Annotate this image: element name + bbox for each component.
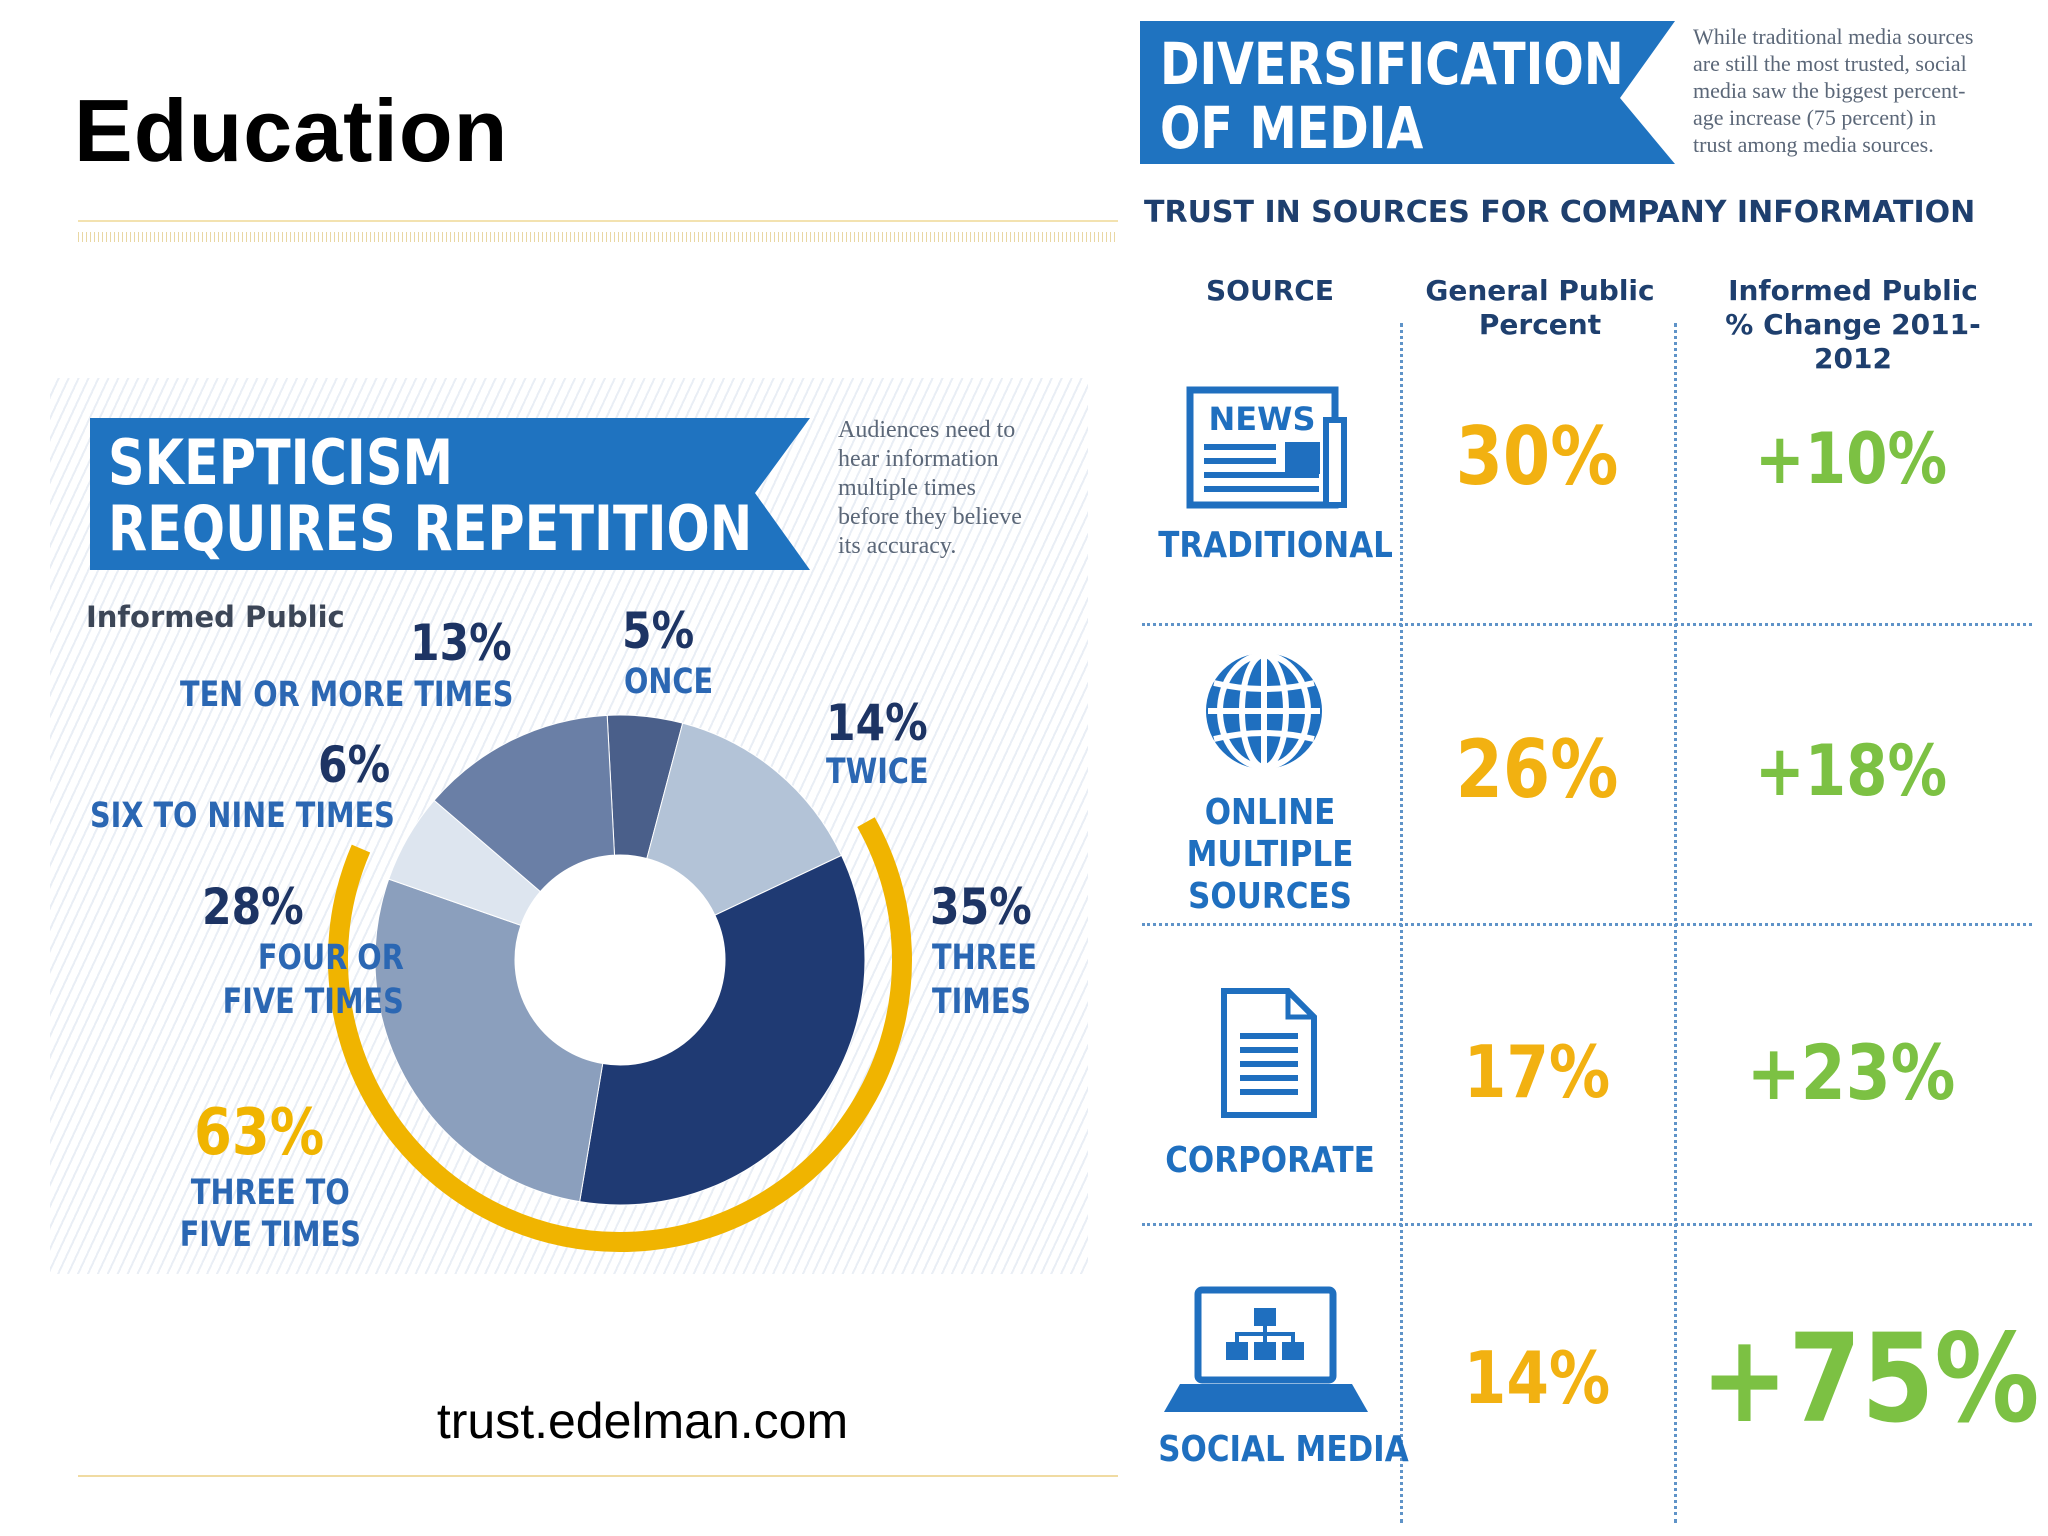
label-line: FIVE TIMES bbox=[179, 1215, 361, 1255]
pct-three-times: 35% bbox=[930, 878, 1032, 936]
pct-three-to-five: 63% bbox=[194, 1096, 325, 1170]
laptop-network-icon bbox=[1164, 1286, 1368, 1412]
source-label: ONLINE MULTIPLE SOURCES bbox=[1158, 792, 1382, 918]
table-row: ONLINE MULTIPLE SOURCES bbox=[1140, 643, 1400, 918]
general-public-value: 30% bbox=[1455, 410, 1619, 503]
note-line: multiple times bbox=[838, 475, 976, 501]
pct-twice: 14% bbox=[826, 694, 928, 752]
newspaper-icon-text: NEWS bbox=[1209, 400, 1316, 438]
label-line: ONLINE bbox=[1204, 792, 1336, 833]
label-line: TIMES bbox=[932, 982, 1032, 1022]
general-public-value: 17% bbox=[1463, 1030, 1611, 1114]
general-public-value: 26% bbox=[1455, 723, 1619, 816]
row-divider bbox=[1142, 923, 2032, 926]
repetition-donut-chart bbox=[328, 714, 912, 1252]
informed-public-change: +75% bbox=[1700, 1308, 2040, 1450]
label-line: MULTIPLE bbox=[1186, 834, 1354, 875]
table-subtitle: TRUST IN SOURCES FOR COMPANY INFORMATION bbox=[1144, 195, 1976, 230]
source-link[interactable]: trust.edelman.com bbox=[436, 1393, 849, 1449]
pct-six-to-nine: 6% bbox=[318, 736, 391, 794]
column-header-source: SOURCE bbox=[1206, 274, 1334, 307]
highlight-arc-three-to-five bbox=[328, 817, 912, 1252]
label-three-to-five: THREE TO FIVE TIMES bbox=[176, 1172, 365, 1256]
skepticism-infographic: SKEPTICISM REQUIRES REPETITION Audiences… bbox=[50, 378, 1088, 1274]
header-line: Informed Public bbox=[1728, 274, 1978, 307]
diversification-banner-shape bbox=[1140, 21, 1675, 164]
document-icon bbox=[1221, 988, 1317, 1118]
note-line: hear information bbox=[838, 446, 999, 472]
newspaper-icon: NEWS bbox=[1186, 386, 1347, 509]
table-row: CORPORATE bbox=[1140, 983, 1400, 1182]
label-line: FOUR OR bbox=[257, 938, 404, 978]
informed-public-change: +18% bbox=[1754, 730, 1948, 812]
pct-four-or-five: 28% bbox=[202, 878, 304, 936]
label-ten-or-more: TEN OR MORE TIMES bbox=[180, 675, 514, 715]
note-line: its accuracy. bbox=[838, 533, 957, 559]
skepticism-banner bbox=[90, 418, 810, 570]
note-line: While traditional media sources bbox=[1693, 24, 1974, 49]
globe-icon bbox=[1206, 652, 1322, 770]
banner-line-1: DIVERSIFICATION bbox=[1160, 30, 1624, 98]
donut-center bbox=[515, 855, 725, 1065]
diversification-infographic: DIVERSIFICATION OF MEDIA While tradition… bbox=[1140, 18, 2040, 1528]
label-twice: TWICE bbox=[826, 752, 929, 792]
banner-line-1: SKEPTICISM bbox=[108, 426, 454, 499]
diversification-note: While traditional media sources are stil… bbox=[1693, 23, 1973, 158]
label-three-times: THREE TIMES bbox=[932, 936, 1037, 1024]
pct-ten-or-more: 13% bbox=[410, 614, 512, 672]
header-line: General Public bbox=[1425, 274, 1655, 307]
note-line: age increase (75 percent) in bbox=[1693, 105, 1937, 130]
note-line: Audiences need to bbox=[838, 417, 1016, 443]
header-line: Percent bbox=[1478, 308, 1602, 341]
page-title: Education bbox=[74, 81, 509, 180]
source-label: SOCIAL MEDIA bbox=[1158, 1429, 1409, 1470]
bottom-divider bbox=[78, 1475, 1118, 1477]
banner-line-2: OF MEDIA bbox=[1160, 94, 1424, 162]
label-four-or-five: FOUR OR FIVE TIMES bbox=[166, 936, 404, 1024]
skepticism-graphic bbox=[90, 418, 912, 1252]
audience-label: Informed Public bbox=[86, 600, 345, 634]
skepticism-banner-title: SKEPTICISM REQUIRES REPETITION bbox=[108, 430, 752, 562]
header-line: % Change 2011-2012 bbox=[1725, 308, 1981, 375]
note-line: trust among media sources. bbox=[1693, 132, 1934, 157]
table-row: NEWS TRADITIONAL bbox=[1140, 378, 1400, 567]
label-line: THREE bbox=[932, 938, 1037, 978]
note-line: media saw the biggest percent- bbox=[1693, 78, 1966, 103]
column-header-informed-public: Informed Public % Change 2011-2012 bbox=[1688, 274, 2018, 376]
label-line: SOURCES bbox=[1188, 876, 1352, 917]
informed-public-change: +10% bbox=[1754, 418, 1948, 500]
diversification-banner bbox=[1140, 21, 1675, 164]
general-public-value: 14% bbox=[1463, 1336, 1611, 1420]
diversification-banner-title: DIVERSIFICATION OF MEDIA bbox=[1160, 32, 1624, 160]
banner-line-2: REQUIRES REPETITION bbox=[108, 492, 753, 565]
column-header-general-public: General Public Percent bbox=[1410, 274, 1670, 342]
decorative-divider bbox=[78, 220, 1118, 248]
informed-public-change: +23% bbox=[1746, 1028, 1956, 1117]
table-row: SOCIAL MEDIA bbox=[1140, 1280, 1409, 1471]
note-line: before they believe bbox=[838, 504, 1022, 530]
row-divider bbox=[1142, 623, 2032, 626]
label-once: ONCE bbox=[624, 662, 714, 702]
label-line: THREE TO bbox=[190, 1173, 350, 1213]
label-six-to-nine: SIX TO NINE TIMES bbox=[90, 796, 395, 836]
skepticism-note: Audiences need to hear information multi… bbox=[838, 416, 1022, 561]
source-label: CORPORATE bbox=[1165, 1140, 1375, 1181]
label-line: FIVE TIMES bbox=[222, 982, 404, 1022]
pct-once: 5% bbox=[622, 602, 695, 660]
source-label: TRADITIONAL bbox=[1158, 525, 1393, 566]
row-divider bbox=[1142, 1223, 2032, 1226]
note-line: are still the most trusted, social bbox=[1693, 51, 1967, 76]
